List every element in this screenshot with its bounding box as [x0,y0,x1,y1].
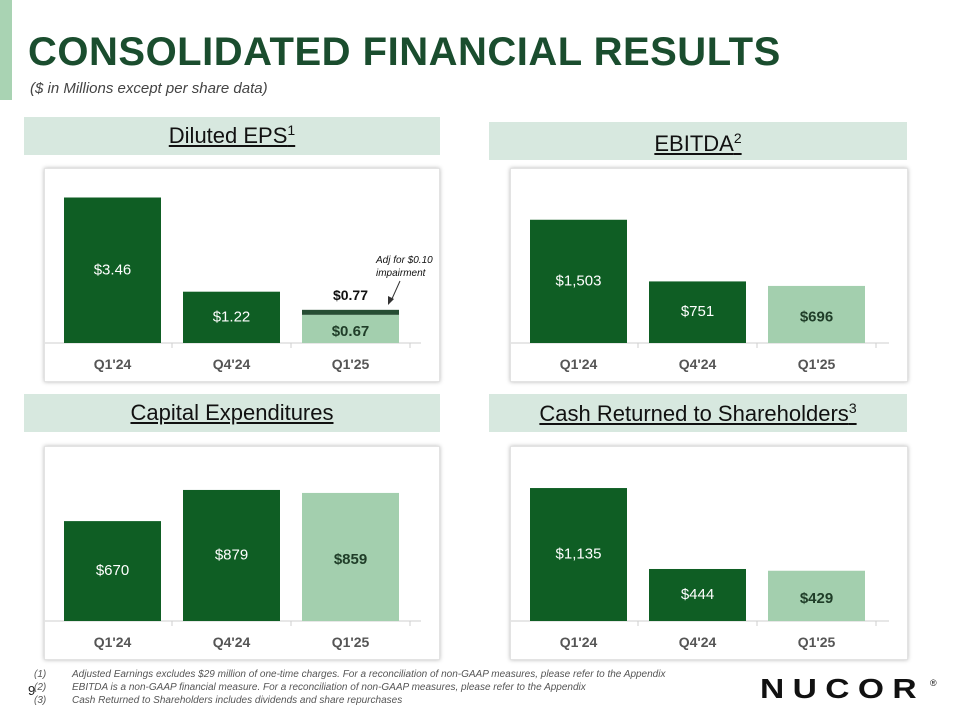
bar-2 [302,492,399,621]
annotation-line-2: impairment [376,268,427,279]
footnote-3: (3) Cash Returned to Shareholders include… [34,694,665,707]
footnote-2-num: (2) [34,682,47,693]
ebitda-title: EBITDA [654,131,734,156]
data-label-1: $751 [681,303,714,320]
tick-label-0: Q1'24 [560,356,598,372]
data-label-1: $879 [215,546,248,563]
data-label-1: $444 [681,586,714,603]
bar-1 [183,291,280,343]
ebitda-chart: $1,503 Q1'24 $751 Q4'24 $696 Q1'25 [510,168,908,382]
cash-returned-panel-header: Cash Returned to Shareholders3 [489,394,907,432]
footnote-3-num: (3) [34,695,47,706]
cash-returned-chart: $1,135 Q1'24 $444 Q4'24 $429 Q1'25 [510,446,908,660]
page-number: 9 [28,683,36,698]
footnotes: (1) Adjusted Earnings excludes $29 millio… [34,668,665,707]
tick-label-2: Q1'25 [798,634,836,650]
bar-0 [64,521,161,621]
tick-label-2: Q1'25 [332,356,370,372]
eps-title: Diluted EPS [168,123,288,148]
stack-total-label: $0.77 [333,287,368,303]
data-label-1: $1.22 [213,308,251,325]
data-label-2: $0.67 [332,323,370,340]
tick-label-0: Q1'24 [560,634,598,650]
tick-label-1: Q4'24 [679,356,717,372]
annotation-arrow-line [390,280,401,302]
bar-1 [183,489,280,621]
bar-2 [768,285,865,343]
capex-chart: $670 Q1'24 $879 Q4'24 $859 Q1'25 [44,446,440,660]
footnote-2: (2) EBITDA is a non-GAAP financial measur… [34,681,665,694]
cash-returned-chart-svg: $1,135 Q1'24 $444 Q4'24 $429 Q1'25 [511,488,889,650]
tick-label-2: Q1'25 [332,634,370,650]
capex-title: Capital Expenditures [130,400,334,425]
ebitda-title-sup: 2 [733,130,742,146]
nucor-logo: NUCOR ® [760,676,937,702]
capex-panel-header: Capital Expenditures [24,394,440,432]
bar-0 [530,488,627,621]
tick-label-1: Q4'24 [213,634,251,650]
eps-chart: $3.46 Q1'24 $1.22 Q4'24 $0.67 Q1'25 $0.77 Adj f… [44,168,440,382]
eps-title-sup: 1 [287,122,296,138]
stack-segment [302,309,399,315]
footnote-3-text: Cash Returned to Shareholders includes d… [72,695,403,706]
annotation-line-1: Adj for $0.10 [375,255,433,266]
ebitda-panel-header: EBITDA2 [489,122,907,160]
page-title: CONSOLIDATED FINANCIAL RESULTS [28,30,781,74]
data-label-0: $670 [96,562,129,579]
bar-2 [302,314,399,343]
bar-2 [768,570,865,621]
accent-bar [0,0,12,100]
tick-label-0: Q1'24 [94,634,132,650]
tick-label-1: Q4'24 [679,634,717,650]
eps-chart-svg: $3.46 Q1'24 $1.22 Q4'24 $0.67 Q1'25 $0.77 Adj f… [45,197,433,372]
footnote-1: (1) Adjusted Earnings excludes $29 millio… [34,668,665,681]
bar-0 [530,219,627,343]
footnote-1-num: (1) [34,669,47,680]
capex-chart-svg: $670 Q1'24 $879 Q4'24 $859 Q1'25 [45,489,421,650]
ebitda-chart-svg: $1,503 Q1'24 $751 Q4'24 $696 Q1'25 [511,219,889,372]
tick-label-1: Q4'24 [213,356,251,372]
cash-returned-title-sup: 3 [848,400,857,416]
data-label-0: $1,503 [556,272,602,289]
footnote-2-text: EBITDA is a non-GAAP financial measure. … [72,682,586,693]
bar-1 [649,568,746,621]
tick-label-0: Q1'24 [94,356,132,372]
logo-text: NUCOR [760,676,925,702]
cash-returned-title: Cash Returned to Shareholders [539,401,849,426]
data-label-0: $1,135 [556,546,602,563]
data-label-2: $859 [334,551,367,568]
data-label-0: $3.46 [94,261,132,278]
data-label-2: $696 [800,308,833,325]
annotation-arrow-head [388,296,394,305]
footnote-1-text: Adjusted Earnings excludes $29 million o… [72,669,666,680]
data-label-2: $429 [800,590,833,607]
tick-label-2: Q1'25 [798,356,836,372]
page-subtitle: ($ in Millions except per share data) [30,80,268,97]
bar-1 [649,281,746,343]
eps-panel-header: Diluted EPS1 [24,117,440,155]
logo-registered-mark: ® [930,678,937,688]
bar-0 [64,197,161,343]
